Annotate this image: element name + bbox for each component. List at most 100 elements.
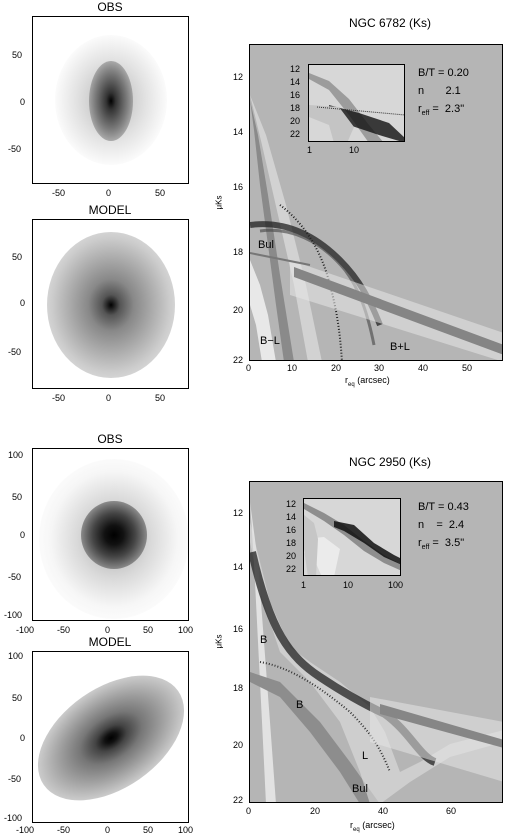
obs2-xtick-50: 50 bbox=[143, 625, 154, 635]
model1-ytick-0: 0 bbox=[20, 298, 26, 308]
profile-plot-1: 12 14 16 18 20 22 1 10 B/T = 0.20 n 2.1 … bbox=[249, 44, 503, 361]
model-image-2 bbox=[32, 651, 189, 823]
label-bl-left-1: B−L bbox=[260, 335, 280, 347]
plot1-xtick-20: 20 bbox=[331, 363, 342, 373]
plot2-xtick-60: 60 bbox=[446, 806, 457, 816]
scatter-2 bbox=[370, 697, 502, 782]
model2-xtick-0: 0 bbox=[105, 825, 111, 835]
inset-plot-1 bbox=[308, 64, 405, 142]
plot1-xtick-0: 0 bbox=[246, 363, 252, 373]
plot1-ytick-12: 12 bbox=[233, 72, 244, 82]
plot1-ytick-20: 20 bbox=[233, 305, 244, 315]
obs-label-2: OBS bbox=[97, 432, 123, 446]
obs-label-1: OBS bbox=[97, 0, 123, 14]
inset2-ytick-1: 14 bbox=[286, 512, 297, 522]
plot1-xtick-50: 50 bbox=[462, 363, 473, 373]
stat-bt-2: B/T = 0.43 bbox=[418, 501, 469, 513]
plot2-ytick-22: 22 bbox=[233, 795, 244, 805]
model1-xtick-50: 50 bbox=[155, 393, 166, 403]
inset2-xtick-1: 1 bbox=[301, 580, 307, 590]
plot1-ytick-16: 16 bbox=[233, 182, 244, 192]
profile-plot-2-svg bbox=[250, 502, 502, 802]
plot2-ytick-20: 20 bbox=[233, 740, 244, 750]
obs1-ytick-m50: -50 bbox=[8, 144, 22, 154]
inset-plot-2-svg bbox=[304, 503, 400, 575]
obs1-ytick-50: 50 bbox=[12, 50, 23, 60]
obs2-ytick-100: 100 bbox=[8, 450, 24, 460]
plot-title-2: NGC 2950 (Ks) bbox=[348, 455, 432, 469]
model2-xtick-m50: -50 bbox=[57, 825, 71, 835]
inset1-ytick-0: 12 bbox=[290, 64, 301, 74]
plot1-ylabel: μKs bbox=[214, 195, 224, 210]
inset1-ytick-3: 18 bbox=[290, 103, 301, 113]
stat-reff-2: reff = 3.5" bbox=[418, 537, 465, 552]
bar-band-2 bbox=[250, 672, 379, 802]
obs1-xtick-m50: -50 bbox=[52, 188, 66, 198]
model2-xtick-m100: -100 bbox=[16, 825, 35, 835]
inset2-ytick-2: 16 bbox=[286, 525, 297, 535]
model1-ytick-m50: -50 bbox=[8, 347, 22, 357]
inset-plot-1-svg bbox=[309, 73, 404, 141]
inset2-ytick-5: 22 bbox=[286, 564, 297, 574]
model2-ytick-0: 0 bbox=[20, 733, 26, 743]
obs1-ytick-0: 0 bbox=[20, 97, 26, 107]
plot2-ytick-18: 18 bbox=[233, 683, 244, 693]
inset2-ytick-0: 12 bbox=[286, 499, 297, 509]
model1-xtick-m50: -50 bbox=[52, 393, 66, 403]
model2-xtick-100: 100 bbox=[178, 825, 194, 835]
label-b-top-2: B bbox=[260, 634, 268, 646]
model-galaxy-1 bbox=[47, 232, 175, 378]
obs1-xtick-0: 0 bbox=[106, 188, 112, 198]
obs1-xtick-50: 50 bbox=[155, 188, 166, 198]
obs2-ytick-m100: -100 bbox=[4, 610, 23, 620]
plot1-ytick-18: 18 bbox=[233, 247, 244, 257]
profile-plot-2: 12 14 16 18 20 22 1 10 100 B/T = 0.43 n … bbox=[249, 481, 503, 803]
model2-ytick-m100: -100 bbox=[4, 813, 23, 823]
model2-ytick-50: 50 bbox=[12, 693, 23, 703]
model-galaxy-2 bbox=[33, 652, 188, 822]
stat-n-1: n 2.1 bbox=[418, 85, 461, 97]
inset2-ytick-4: 20 bbox=[286, 551, 297, 561]
inset2-ytick-3: 18 bbox=[286, 538, 297, 548]
obs-image-2 bbox=[32, 448, 189, 621]
plot2-ytick-16: 16 bbox=[233, 624, 244, 634]
inset1-xtick-1: 1 bbox=[307, 145, 313, 155]
model2-xtick-50: 50 bbox=[143, 825, 154, 835]
scatter-1 bbox=[290, 260, 502, 360]
thin-line-1 bbox=[250, 252, 311, 266]
plot2-xtick-0: 0 bbox=[246, 806, 252, 816]
plot1-xtick-40: 40 bbox=[418, 363, 429, 373]
plot-title-1: NGC 6782 (Ks) bbox=[348, 16, 432, 30]
inset1-xtick-10: 10 bbox=[349, 145, 360, 155]
plot2-xtick-20: 20 bbox=[310, 806, 321, 816]
plot2-ylabel: μKs bbox=[214, 634, 224, 649]
model1-ytick-50: 50 bbox=[12, 252, 23, 262]
model-label-2: MODEL bbox=[88, 635, 132, 649]
obs2-ytick-50: 50 bbox=[12, 492, 23, 502]
model2-ytick-100: 100 bbox=[8, 651, 24, 661]
obs2-xtick-0: 0 bbox=[105, 625, 111, 635]
plot2-ytick-12: 12 bbox=[233, 508, 244, 518]
obs-galaxy-core-1 bbox=[89, 61, 133, 141]
plot1-ytick-14: 14 bbox=[233, 127, 244, 137]
model-label-1: MODEL bbox=[88, 203, 132, 217]
stat-reff-1: reff = 2.3" bbox=[418, 103, 465, 118]
obs-galaxy-core-2 bbox=[81, 501, 147, 569]
obs2-xtick-m50: -50 bbox=[57, 625, 71, 635]
minus-band-1 bbox=[250, 260, 276, 360]
plot1-ytick-22: 22 bbox=[233, 355, 244, 365]
label-b-mid-2: B bbox=[296, 699, 304, 711]
obs2-ytick-m50: -50 bbox=[8, 572, 22, 582]
plot2-ytick-14: 14 bbox=[233, 562, 244, 572]
obs2-xtick-m100: -100 bbox=[16, 625, 35, 635]
plot1-xtick-10: 10 bbox=[287, 363, 298, 373]
obs-image-1 bbox=[32, 16, 189, 184]
stat-n-2: n = 2.4 bbox=[418, 519, 465, 531]
plot2-xlabel: req (arcsec) bbox=[350, 820, 395, 833]
inset2-xtick-100: 100 bbox=[388, 580, 404, 590]
obs2-ytick-0: 0 bbox=[20, 530, 26, 540]
profile-plot-1-svg bbox=[250, 95, 502, 360]
inset1-ytick-5: 22 bbox=[290, 129, 301, 139]
model-image-1 bbox=[32, 219, 189, 389]
label-bul-1: Bul bbox=[258, 239, 274, 251]
